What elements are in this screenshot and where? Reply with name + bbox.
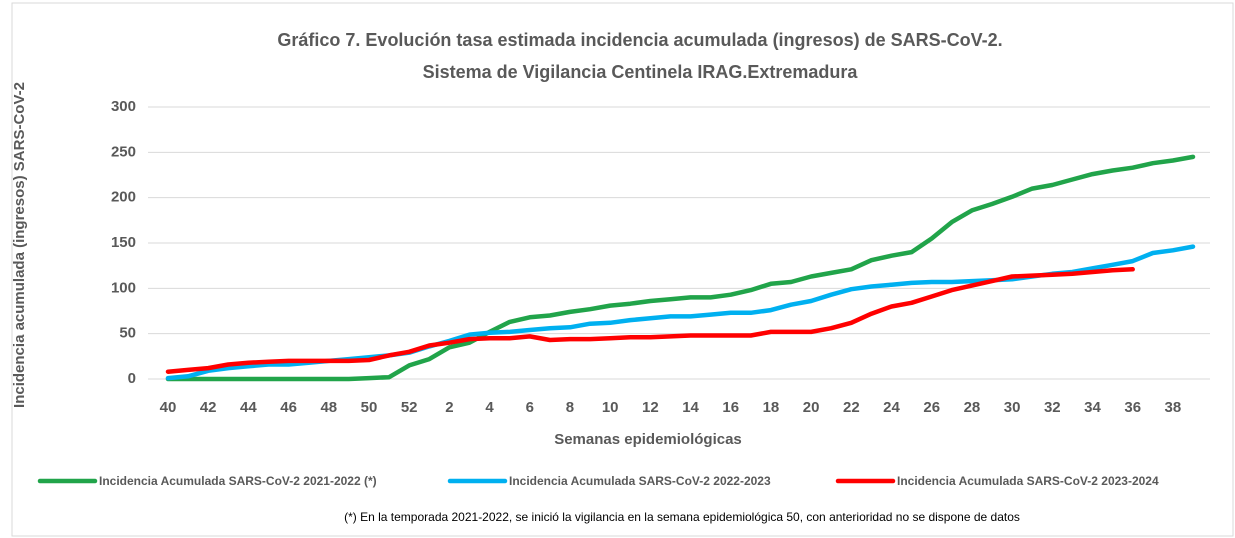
x-tick-label: 30 <box>1004 399 1021 416</box>
x-tick-label: 46 <box>280 399 297 416</box>
x-tick-label: 34 <box>1084 399 1101 416</box>
chart-border <box>11 2 1234 537</box>
series-line <box>165 154 1196 382</box>
x-tick-label: 24 <box>883 399 900 416</box>
x-tick-label: 20 <box>803 399 820 416</box>
y-axis-title: Incidencia acumulada (ingresos) SARS-CoV… <box>11 82 28 408</box>
x-tick-label: 40 <box>160 399 177 416</box>
y-tick-label: 100 <box>111 279 136 296</box>
x-tick-label: 10 <box>602 399 619 416</box>
series-line <box>165 244 1196 381</box>
chart-title: Gráfico 7. Evolución tasa estimada incid… <box>277 30 1002 50</box>
y-tick-label: 200 <box>111 189 136 206</box>
x-axis-title: Semanas epidemiológicas <box>554 431 742 448</box>
legend-label: Incidencia Acumulada SARS-CoV-2 2023-202… <box>897 474 1159 488</box>
x-tick-label: 2 <box>445 399 453 416</box>
x-tick-label: 28 <box>964 399 981 416</box>
x-tick-label: 52 <box>401 399 418 416</box>
x-tick-label: 16 <box>722 399 739 416</box>
x-tick-label: 36 <box>1124 399 1141 416</box>
y-tick-label: 0 <box>128 370 136 387</box>
footnote: (*) En la temporada 2021-2022, se inició… <box>344 510 1020 524</box>
y-tick-label: 50 <box>119 325 136 342</box>
x-tick-label: 44 <box>240 399 257 416</box>
y-tick-label: 150 <box>111 234 136 251</box>
x-tick-label: 48 <box>320 399 337 416</box>
y-tick-label: 250 <box>111 143 136 160</box>
x-tick-label: 12 <box>642 399 659 416</box>
legend-label: Incidencia Acumulada SARS-CoV-2 2021-202… <box>99 474 377 488</box>
x-tick-label: 14 <box>682 399 699 416</box>
y-tick-label: 300 <box>111 98 136 115</box>
chart-subtitle: Sistema de Vigilancia Centinela IRAG.Ext… <box>423 62 859 82</box>
x-tick-label: 38 <box>1165 399 1182 416</box>
x-tick-label: 42 <box>200 399 217 416</box>
x-tick-label: 22 <box>843 399 860 416</box>
x-tick-label: 18 <box>763 399 780 416</box>
series-line <box>165 267 1135 374</box>
x-tick-label: 8 <box>566 399 574 416</box>
x-tick-label: 50 <box>361 399 378 416</box>
legend-label: Incidencia Acumulada SARS-CoV-2 2022-202… <box>509 474 771 488</box>
x-tick-label: 26 <box>923 399 940 416</box>
x-tick-label: 4 <box>485 399 494 416</box>
x-tick-label: 32 <box>1044 399 1061 416</box>
x-tick-label: 6 <box>526 399 534 416</box>
